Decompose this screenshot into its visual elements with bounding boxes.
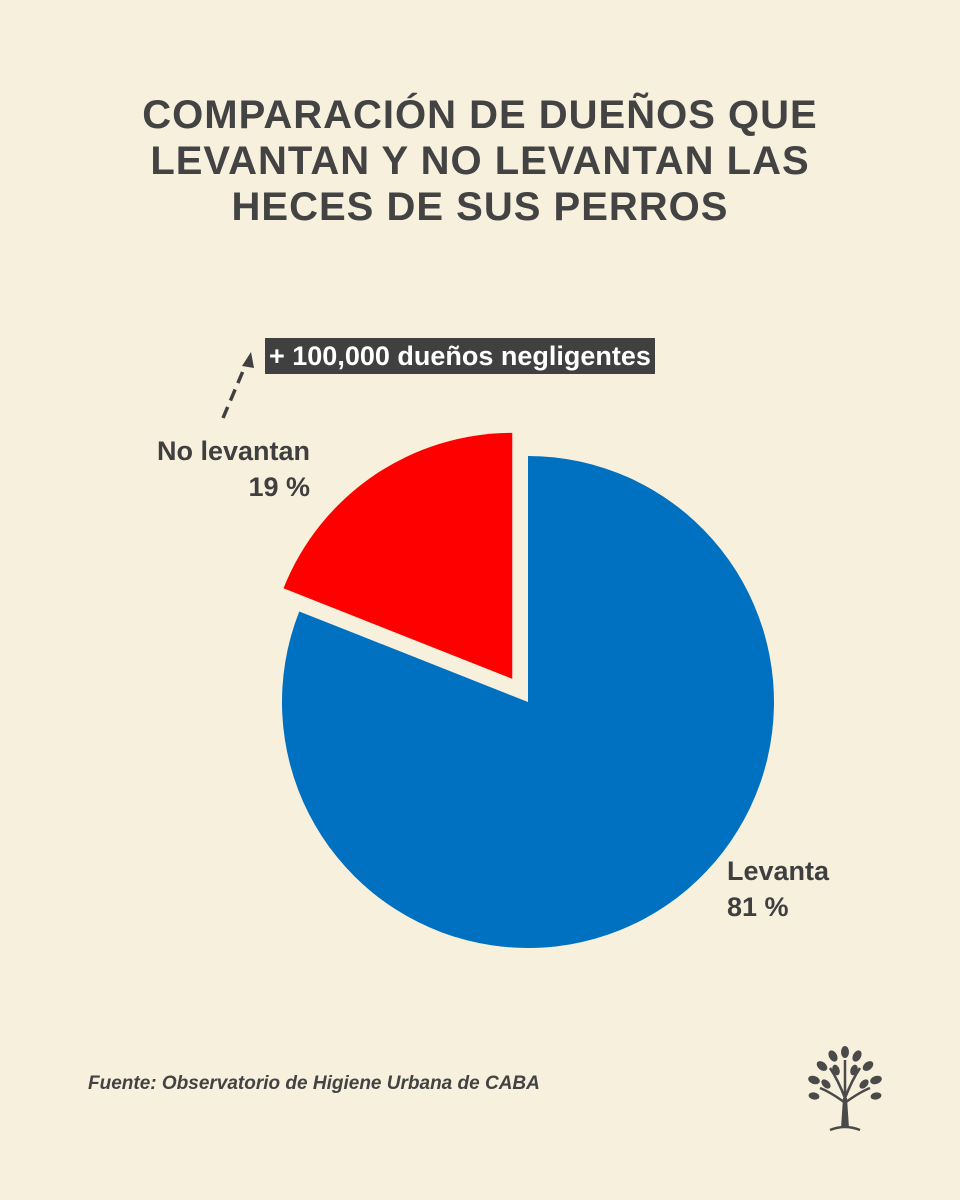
arrow-head-icon [242, 352, 254, 368]
pie-slice-levanta [281, 456, 774, 948]
title-line-3: HECES DE SUS PERROS [231, 185, 729, 229]
data-label-levanta: Levanta 81 % [727, 853, 829, 925]
title-line-2: LEVANTAN Y NO LEVANTAN LAS [150, 139, 810, 183]
pie-slice-no-levantan [283, 432, 513, 679]
tree-icon [808, 1046, 882, 1132]
chart-title: COMPARACIÓN DE DUEÑOS QUE LEVANTAN Y NO … [80, 92, 880, 230]
label-name-no-levantan: No levantan [156, 436, 310, 466]
source-note: Fuente: Observatorio de Higiene Urbana d… [88, 1073, 540, 1094]
label-name-levanta: Levanta [727, 856, 830, 886]
data-label-no-levantan: No levantan 19 % [157, 433, 310, 505]
label-value-levanta: 81 % [727, 892, 789, 922]
title-line-1: COMPARACIÓN DE DUEÑOS QUE [142, 93, 818, 137]
arrow-dashed-line [221, 363, 248, 419]
label-value-no-levantan: 19 % [248, 472, 310, 502]
annotation-arrow [221, 352, 254, 419]
annotation-label: + 100,000 dueños negligentes [265, 338, 655, 374]
